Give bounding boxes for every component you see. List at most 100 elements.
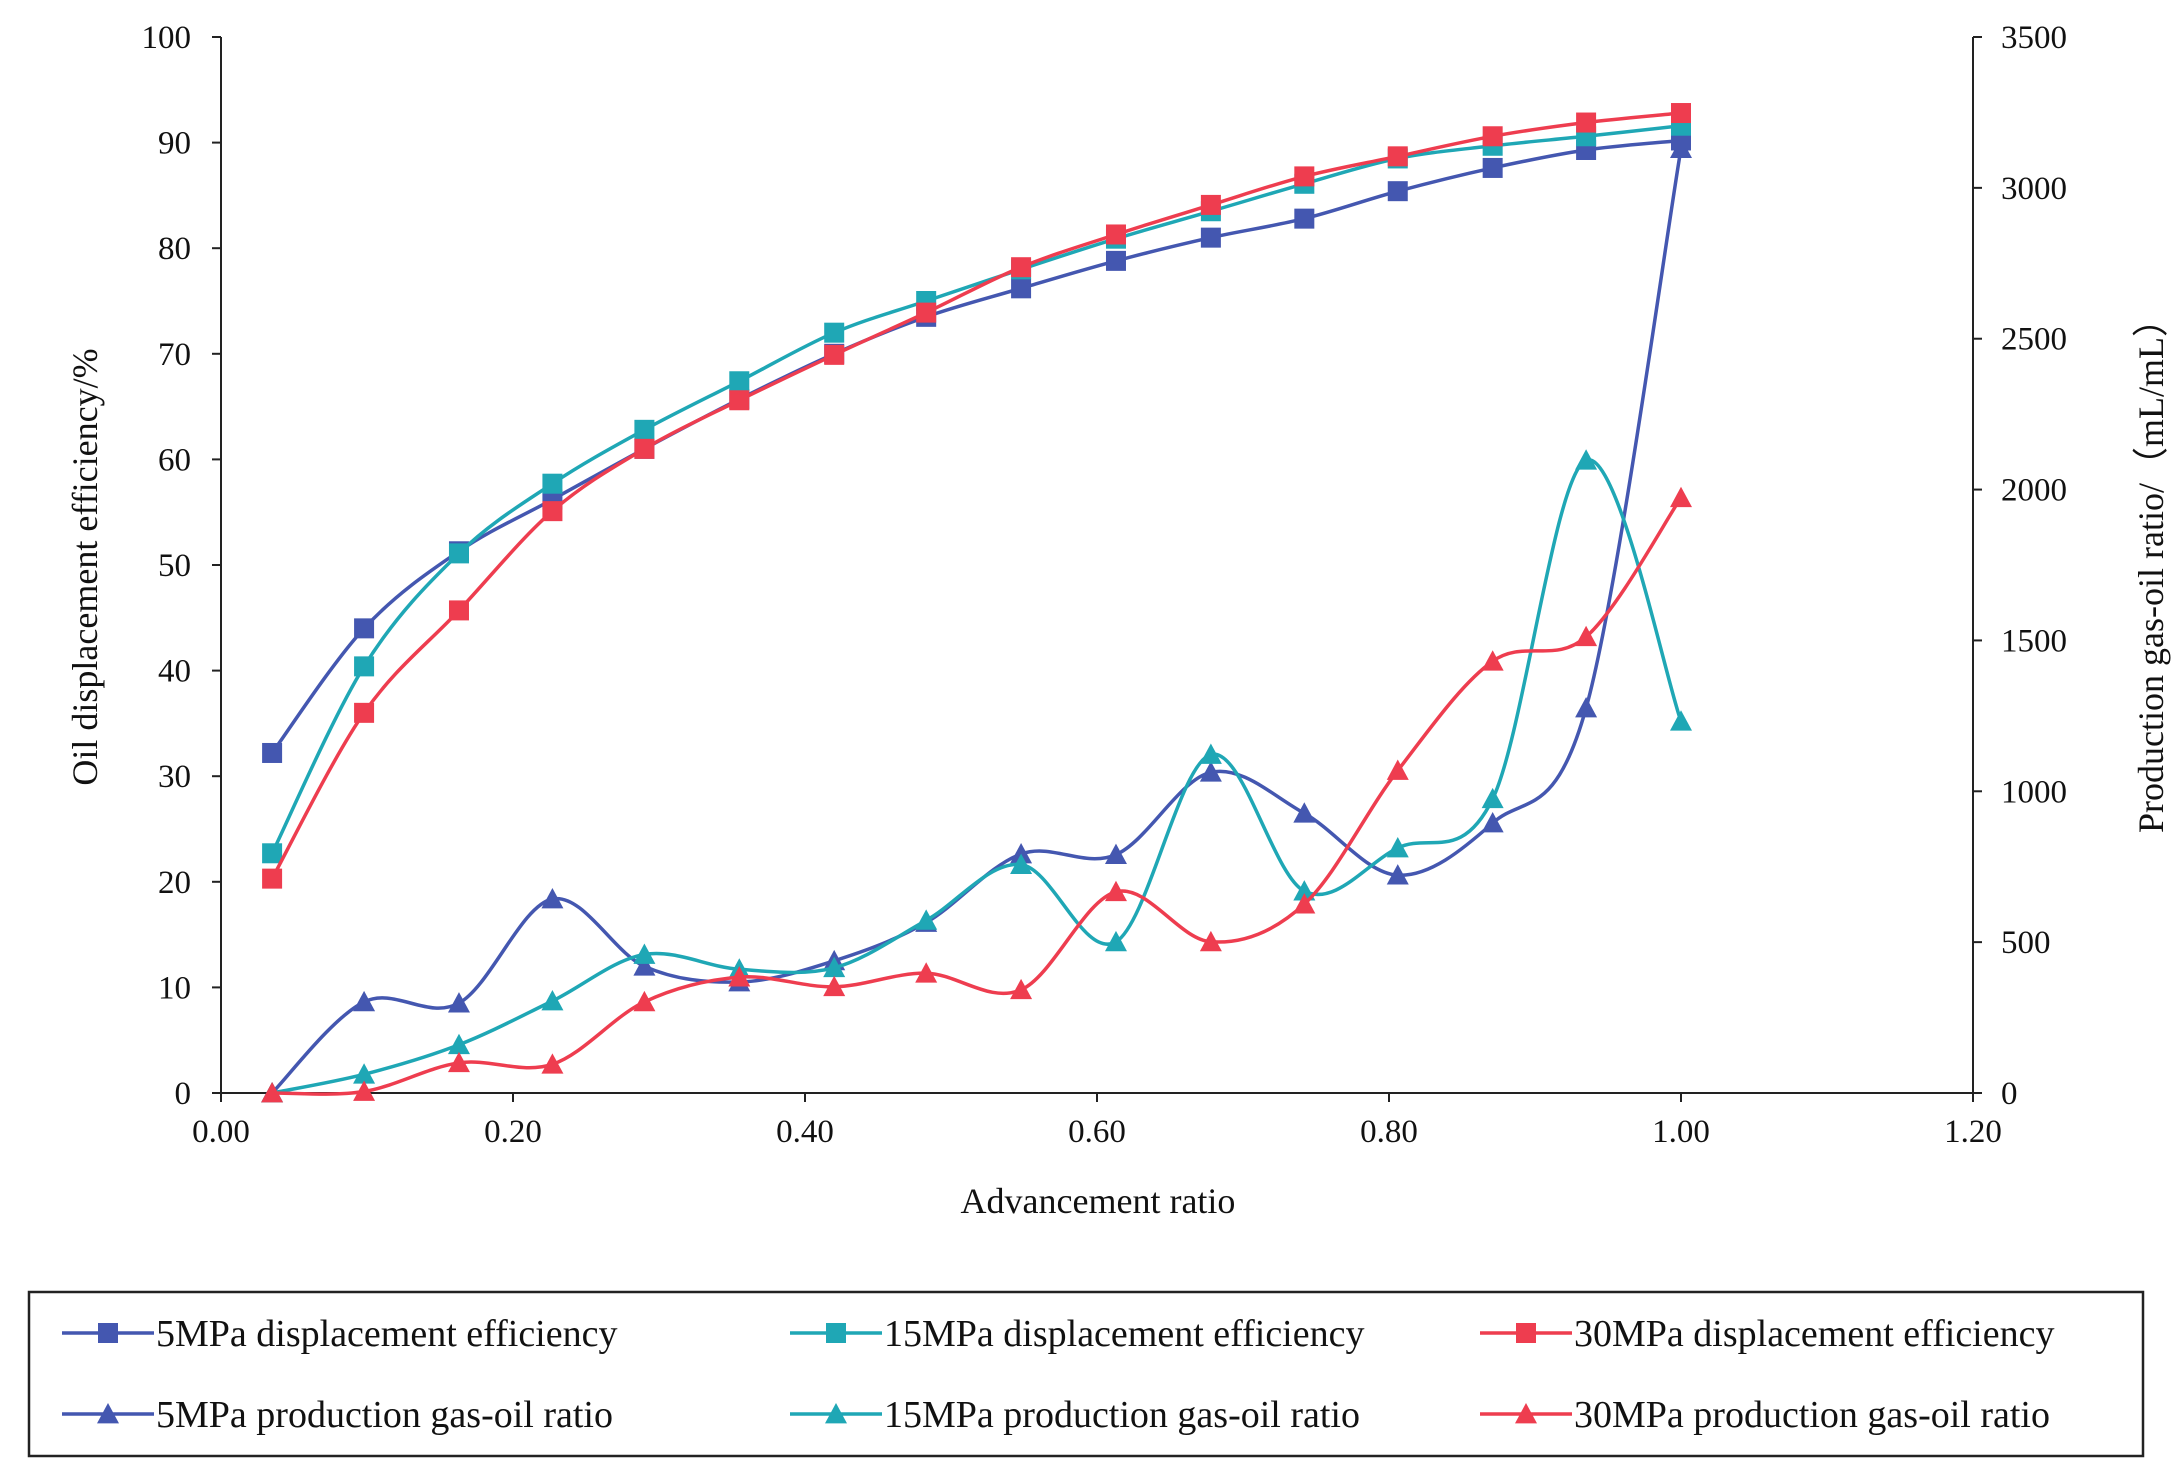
legend-item: 30MPa production gas-oil ratio bbox=[1480, 1394, 2050, 1436]
data-point-triangle bbox=[1575, 449, 1598, 470]
data-point-triangle bbox=[823, 975, 846, 997]
data-point-square bbox=[1011, 278, 1032, 299]
data-point-square bbox=[448, 543, 469, 564]
data-point-square bbox=[542, 473, 563, 494]
series-line bbox=[270, 111, 1682, 880]
y-left-tick-label: 30 bbox=[158, 759, 191, 795]
data-point-square bbox=[1294, 208, 1315, 229]
data-point-triangle bbox=[728, 966, 751, 987]
legend-item: 15MPa production gas-oil ratio bbox=[790, 1394, 1360, 1436]
legend-square-marker bbox=[98, 1323, 118, 1343]
data-point-square bbox=[729, 371, 750, 392]
data-point-triangle bbox=[1386, 759, 1409, 780]
data-point-triangle bbox=[353, 990, 376, 1012]
y-right-tick-label: 1500 bbox=[2001, 623, 2067, 659]
series-2 bbox=[262, 115, 1691, 864]
y-right-tick-label: 500 bbox=[2001, 925, 2051, 961]
legend-triangle-marker bbox=[1515, 1403, 1537, 1424]
data-point-square bbox=[262, 742, 283, 763]
data-point-triangle bbox=[633, 943, 656, 964]
data-point-triangle bbox=[1293, 802, 1316, 823]
legend-triangle-marker bbox=[97, 1403, 119, 1424]
data-point-triangle bbox=[1481, 811, 1504, 833]
data-point-square bbox=[1200, 227, 1221, 248]
legend: 5MPa displacement efficiency 15MPa displa… bbox=[27, 1290, 2145, 1458]
data-point-triangle bbox=[1104, 930, 1127, 952]
series-line bbox=[270, 148, 1683, 1095]
y-axis-right-title: Production gas-oil ratio/（mL/mL） bbox=[2131, 301, 2171, 833]
axes: 0102030405060708090100050010001500200025… bbox=[142, 20, 2068, 1150]
legend-square-marker bbox=[1516, 1323, 1536, 1343]
data-point-triangle bbox=[541, 1053, 564, 1074]
y-right-tick-label: 3000 bbox=[2001, 171, 2067, 207]
data-point-square bbox=[354, 618, 375, 639]
data-point-triangle bbox=[1010, 853, 1033, 874]
legend-label: 30MPa displacement efficiency bbox=[1574, 1313, 2054, 1355]
x-tick-label: 0.20 bbox=[484, 1114, 542, 1150]
y-left-tick-label: 10 bbox=[158, 970, 191, 1006]
y-right-tick-label: 3500 bbox=[2001, 20, 2067, 56]
data-point-square bbox=[1387, 181, 1408, 202]
legend-item: 15MPa displacement efficiency bbox=[790, 1313, 1364, 1355]
data-point-square bbox=[824, 344, 845, 365]
data-point-triangle bbox=[1670, 710, 1692, 731]
data-point-triangle bbox=[1104, 843, 1127, 864]
data-point-square bbox=[354, 656, 375, 677]
y-left-tick-label: 100 bbox=[142, 20, 192, 56]
data-point-triangle bbox=[1199, 743, 1222, 764]
legend-label: 15MPa production gas-oil ratio bbox=[884, 1394, 1360, 1436]
y-right-tick-label: 1000 bbox=[2001, 774, 2067, 810]
data-point-triangle bbox=[1481, 650, 1504, 671]
data-point-square bbox=[1011, 257, 1032, 278]
legend-item: 30MPa displacement efficiency bbox=[1480, 1313, 2054, 1355]
data-point-triangle bbox=[633, 990, 656, 1012]
data-point-square bbox=[448, 600, 469, 621]
series-5 bbox=[261, 449, 1692, 1103]
data-point-square bbox=[1482, 126, 1503, 147]
data-point-square bbox=[1387, 146, 1408, 167]
legend-label: 5MPa displacement efficiency bbox=[156, 1313, 617, 1355]
y-axis-left-title: Oil displacement efficiency/% bbox=[65, 348, 105, 785]
y-left-tick-label: 50 bbox=[158, 548, 191, 584]
legend-box bbox=[27, 1290, 2145, 1458]
data-point-triangle bbox=[915, 909, 938, 930]
legend-item: 5MPa displacement efficiency bbox=[62, 1313, 617, 1355]
data-point-triangle bbox=[353, 1063, 376, 1084]
data-point-triangle bbox=[1575, 625, 1598, 647]
data-point-square bbox=[1294, 166, 1315, 187]
data-point-triangle bbox=[1010, 978, 1033, 1000]
series-line bbox=[270, 138, 1682, 755]
legend-label: 15MPa displacement efficiency bbox=[884, 1313, 1364, 1355]
y-left-tick-label: 80 bbox=[158, 231, 191, 267]
series-6 bbox=[261, 486, 1692, 1103]
data-point-triangle bbox=[1481, 787, 1504, 809]
y-right-tick-label: 2000 bbox=[2001, 473, 2067, 509]
x-tick-label: 0.40 bbox=[776, 1114, 834, 1150]
data-point-triangle bbox=[1670, 486, 1692, 508]
x-tick-label: 0.80 bbox=[1360, 1114, 1418, 1150]
legend-label: 30MPa production gas-oil ratio bbox=[1574, 1394, 2050, 1436]
y-left-tick-label: 70 bbox=[158, 337, 191, 373]
x-tick-label: 0.60 bbox=[1068, 1114, 1126, 1150]
data-point-square bbox=[1671, 103, 1691, 124]
data-point-triangle bbox=[915, 962, 938, 983]
data-point-triangle bbox=[353, 1080, 376, 1101]
data-point-triangle bbox=[633, 955, 656, 976]
data-point-triangle bbox=[1386, 837, 1409, 858]
data-point-triangle bbox=[823, 956, 846, 978]
y-left-tick-label: 90 bbox=[158, 126, 191, 162]
data-point-triangle bbox=[1386, 864, 1409, 885]
legend-label: 5MPa production gas-oil ratio bbox=[156, 1394, 613, 1436]
data-point-square bbox=[1576, 112, 1597, 133]
data-point-triangle bbox=[447, 992, 470, 1013]
data-point-square bbox=[729, 390, 750, 411]
data-point-triangle bbox=[447, 1051, 470, 1073]
series-3 bbox=[262, 103, 1691, 889]
data-point-triangle bbox=[541, 887, 564, 909]
x-axis-title: Advancement ratio bbox=[961, 1181, 1236, 1221]
series-line bbox=[271, 458, 1683, 1095]
series-line bbox=[270, 123, 1682, 855]
data-point-triangle bbox=[1010, 843, 1033, 864]
data-point-triangle bbox=[447, 1033, 470, 1055]
